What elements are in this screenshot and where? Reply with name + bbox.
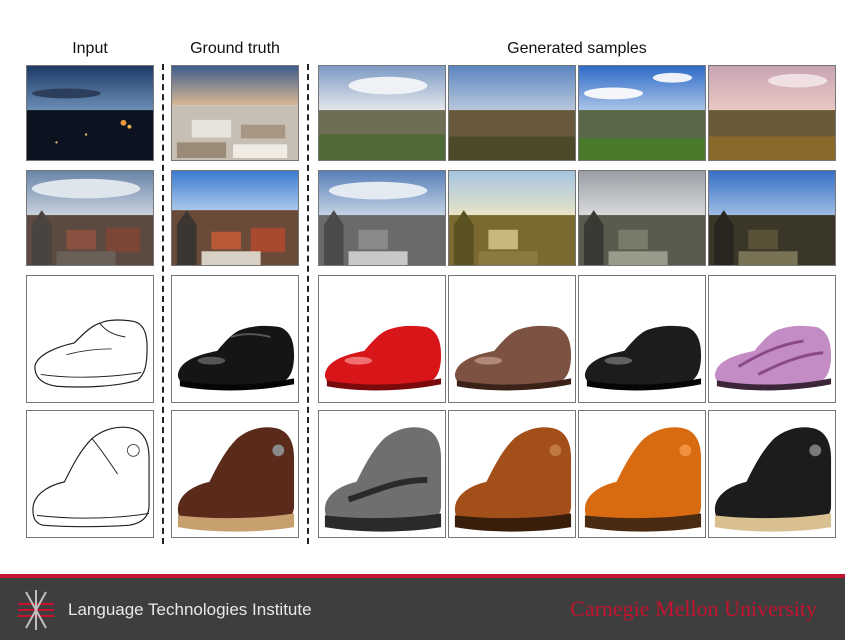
row3-ground-truth-shoe — [171, 275, 299, 403]
row2-input-image — [26, 170, 154, 266]
institute-name: Language Technologies Institute — [68, 600, 312, 619]
row2-generated-sample-2 — [448, 170, 576, 266]
row1-ground-truth-image — [171, 65, 299, 161]
row2-ground-truth-image — [171, 170, 299, 266]
row3-generated-sample-1 — [318, 275, 446, 403]
lti-logo-icon — [18, 590, 54, 630]
row3-generated-sample-2 — [448, 275, 576, 403]
row4-generated-sample-3 — [578, 410, 706, 538]
footer-red-stripe — [0, 574, 845, 578]
row3-generated-sample-3 — [578, 275, 706, 403]
row1-generated-sample-1 — [318, 65, 446, 161]
row1-generated-sample-4 — [708, 65, 836, 161]
row3-generated-sample-4 — [708, 275, 836, 403]
row2-generated-sample-3 — [578, 170, 706, 266]
row2-generated-sample-4 — [708, 170, 836, 266]
row1-input-image — [26, 65, 154, 161]
row2-generated-sample-1 — [318, 170, 446, 266]
footer-bar: Language Technologies Institute Carnegie… — [0, 578, 845, 640]
university-name: Carnegie Mellon University — [570, 596, 817, 621]
header-input: Input — [72, 40, 108, 57]
row4-generated-sample-4 — [708, 410, 836, 538]
row4-input-edge-sketch — [26, 410, 154, 538]
row1-generated-sample-2 — [448, 65, 576, 161]
divider-input-gt — [162, 64, 164, 544]
row1-generated-sample-3 — [578, 65, 706, 161]
row4-generated-sample-2 — [448, 410, 576, 538]
header-generated-samples: Generated samples — [507, 40, 647, 57]
header-ground-truth: Ground truth — [190, 40, 280, 57]
row4-generated-sample-1 — [318, 410, 446, 538]
row3-input-edge-sketch — [26, 275, 154, 403]
row4-ground-truth-boot — [171, 410, 299, 538]
divider-gt-generated — [307, 64, 309, 544]
